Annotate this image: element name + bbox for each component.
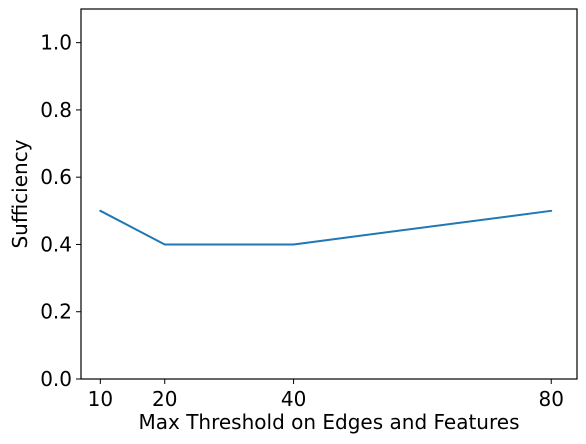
x-axis-ticks: 10 20 40 80 <box>88 379 564 411</box>
series-line <box>100 211 551 245</box>
x-tick-label: 40 <box>281 387 306 411</box>
y-axis-ticks: 0.0 0.2 0.4 0.6 0.8 1.0 <box>40 31 81 391</box>
x-tick-label: 20 <box>152 387 177 411</box>
x-axis-label: Max Threshold on Edges and Features <box>139 410 520 434</box>
y-tick-label: 0.2 <box>40 300 72 324</box>
y-tick-label: 0.0 <box>40 367 72 391</box>
plot-frame <box>81 9 577 379</box>
y-tick-label: 0.8 <box>40 98 72 122</box>
y-tick-label: 0.4 <box>40 232 72 256</box>
x-tick-label: 80 <box>539 387 564 411</box>
y-tick-label: 0.6 <box>40 165 72 189</box>
x-tick-label: 10 <box>88 387 113 411</box>
y-axis-label: Sufficiency <box>8 139 32 248</box>
y-tick-label: 1.0 <box>40 31 72 55</box>
series-layer <box>100 211 551 245</box>
